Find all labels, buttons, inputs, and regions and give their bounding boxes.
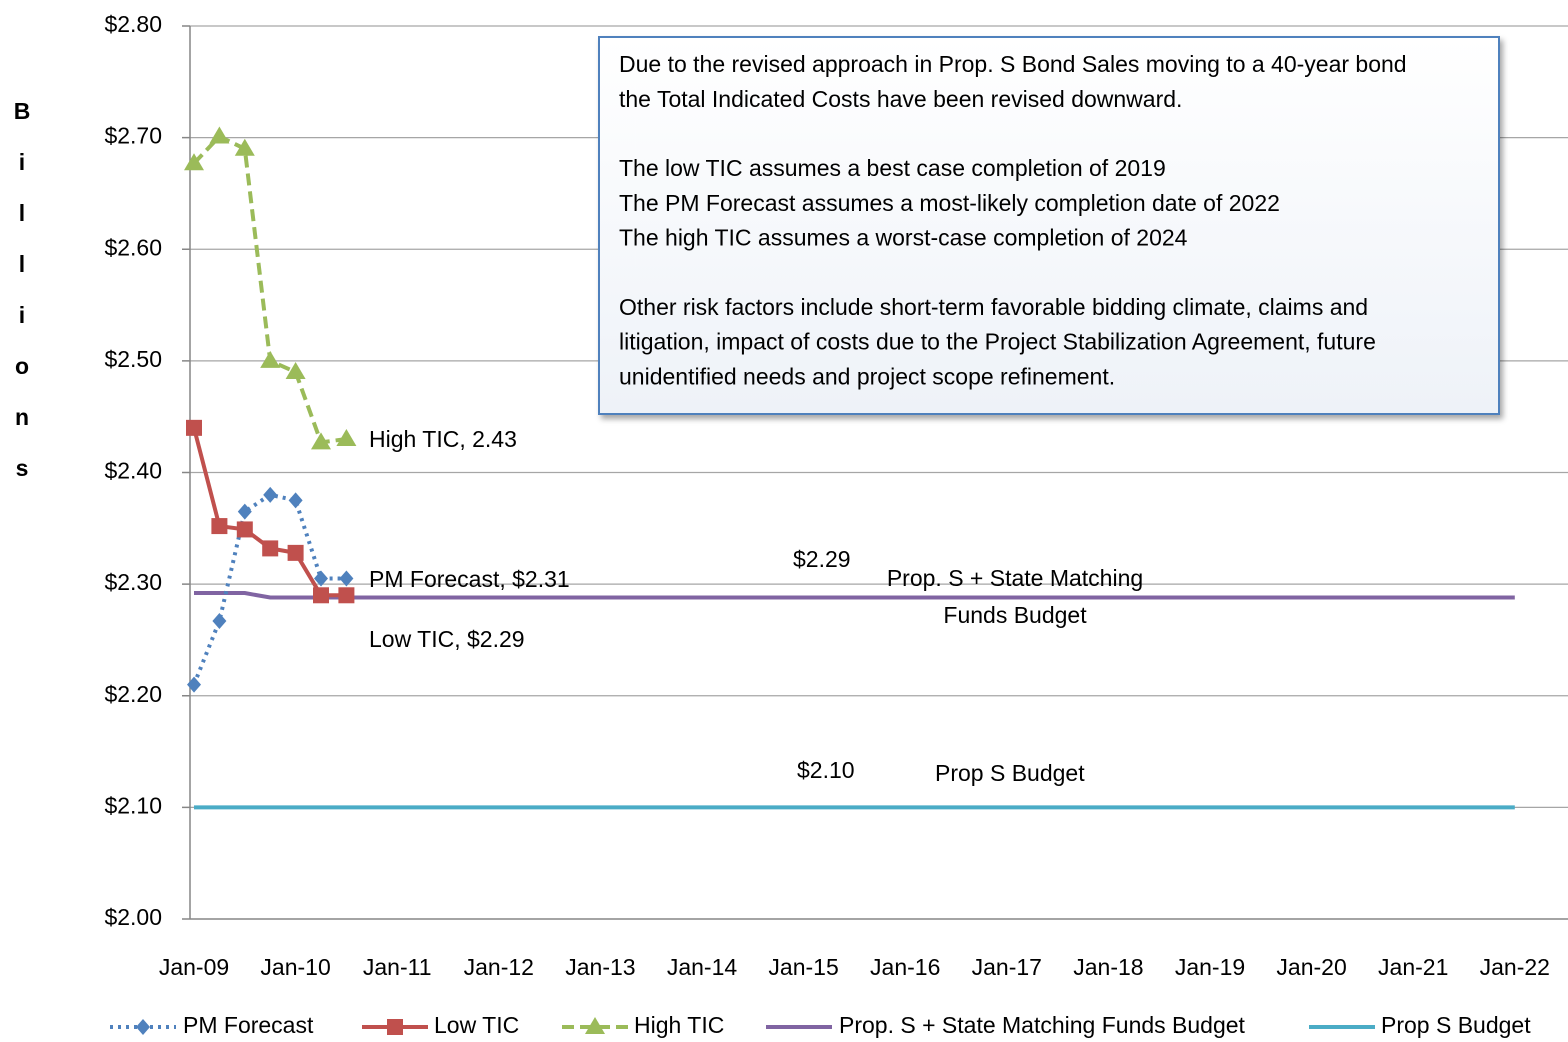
data-point: [209, 126, 230, 144]
data-point: [237, 503, 252, 520]
x-tick-label: Jan-15: [768, 954, 838, 980]
data-point: [287, 544, 304, 561]
legend-label: High TIC: [634, 1012, 724, 1038]
data-point: [262, 540, 279, 557]
series-line: [192, 427, 347, 598]
note-text: the Total Indicated Costs have been revi…: [619, 86, 1182, 112]
annotation: Prop. S + State Matching: [887, 565, 1143, 591]
legend-marker: [136, 1019, 150, 1035]
note-text: unidentified needs and project scope ref…: [619, 363, 1115, 389]
data-point: [186, 419, 202, 436]
y-tick-label: $2.40: [104, 458, 162, 484]
x-tick-label: Jan-17: [972, 954, 1042, 980]
x-tick-label: Jan-16: [870, 954, 940, 980]
x-tick-label: Jan-13: [565, 954, 635, 980]
note-text: Due to the revised approach in Prop. S B…: [619, 51, 1407, 77]
x-tick-label: Jan-21: [1378, 954, 1448, 980]
annotation: Funds Budget: [943, 602, 1087, 628]
data-point: [184, 153, 204, 171]
note-text: litigation, impact of costs due to the P…: [619, 329, 1376, 355]
x-tick-label: Jan-22: [1480, 954, 1550, 980]
data-point: [285, 362, 306, 380]
data-point: [260, 350, 281, 368]
legend-label: Low TIC: [434, 1012, 519, 1038]
data-point: [211, 518, 228, 535]
data-point: [314, 570, 328, 587]
x-tick-label: Jan-18: [1073, 954, 1143, 980]
x-tick-label: Jan-09: [159, 954, 229, 980]
data-point: [339, 570, 354, 587]
note-text: The low TIC assumes a best case completi…: [619, 155, 1166, 181]
x-tick-label: Jan-11: [363, 954, 432, 980]
data-point: [338, 587, 355, 604]
data-point: [236, 521, 253, 538]
data-point: [212, 612, 227, 629]
y-tick-label: $2.70: [104, 123, 162, 149]
legend-label: Prop S Budget: [1381, 1012, 1531, 1038]
y-tick-label: $2.80: [104, 11, 162, 37]
x-tick-label: Jan-14: [667, 954, 738, 980]
annotation: Prop S Budget: [935, 760, 1085, 786]
series-line: [194, 591, 1515, 600]
legend-marker: [387, 1019, 403, 1035]
note-text: The high TIC assumes a worst-case comple…: [619, 225, 1188, 251]
data-point: [336, 429, 357, 447]
y-tick-label: $2.00: [104, 904, 162, 930]
y-tick-label: $2.20: [104, 681, 162, 707]
legend-label: PM Forecast: [183, 1012, 314, 1038]
note-text: The PM Forecast assumes a most-likely co…: [619, 190, 1280, 216]
y-tick-label: $2.30: [104, 569, 162, 595]
data-point: [234, 138, 255, 156]
annotation: High TIC, 2.43: [369, 426, 517, 452]
legend-marker: [585, 1017, 605, 1034]
data-point: [263, 486, 278, 503]
annotation: Low TIC, $2.29: [369, 626, 525, 652]
note-text: Other risk factors include short-term fa…: [619, 294, 1368, 320]
x-tick-label: Jan-20: [1276, 954, 1346, 980]
data-point: [313, 587, 329, 604]
series-line: [192, 134, 347, 445]
x-tick-label: Jan-12: [464, 954, 534, 980]
data-point: [288, 492, 303, 509]
data-point: [187, 676, 201, 693]
annotation: $2.10: [797, 757, 855, 783]
data-point: [311, 432, 331, 450]
annotation: $2.29: [793, 546, 851, 572]
note-box: [598, 36, 1500, 415]
y-tick-label: $2.10: [104, 792, 162, 818]
y-tick-label: $2.60: [104, 234, 162, 260]
x-tick-label: Jan-10: [260, 954, 330, 980]
x-tick-label: Jan-19: [1175, 954, 1245, 980]
annotation: PM Forecast, $2.31: [369, 566, 570, 592]
legend-label: Prop. S + State Matching Funds Budget: [839, 1012, 1246, 1038]
y-tick-label: $2.50: [104, 346, 162, 372]
